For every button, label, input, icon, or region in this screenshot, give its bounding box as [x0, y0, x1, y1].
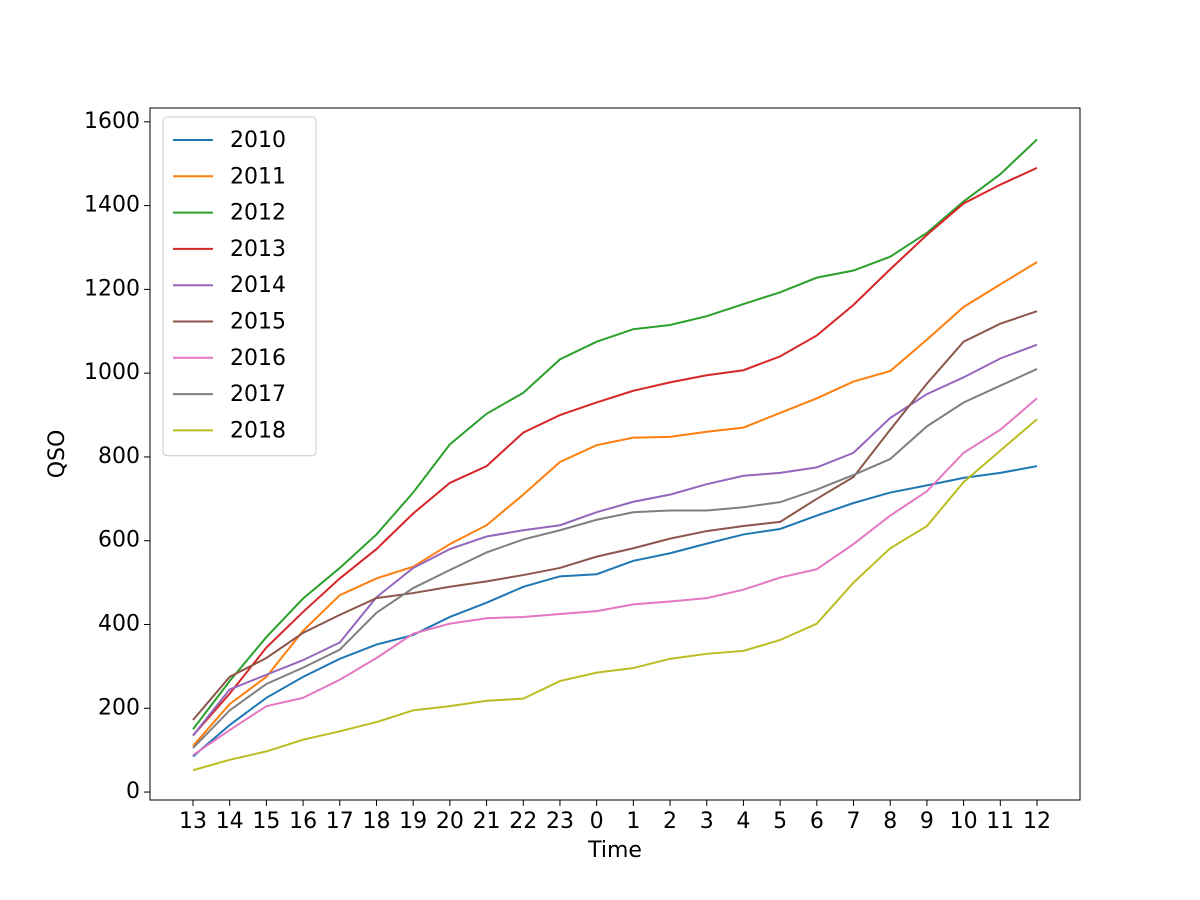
legend-label: 2010: [230, 128, 286, 153]
x-tick-label: 3: [700, 809, 714, 834]
x-tick-label: 15: [252, 809, 280, 834]
series-line: [192, 166, 1038, 737]
series-line: [192, 261, 1038, 747]
series-line: [192, 138, 1038, 730]
legend-label: 2014: [230, 273, 286, 298]
x-tick-label: 10: [950, 809, 978, 834]
y-tick-label: 1600: [84, 109, 140, 134]
y-tick-label: 400: [98, 611, 140, 636]
y-tick-label: 1400: [84, 193, 140, 218]
y-tick-label: 1000: [84, 360, 140, 385]
x-tick-label: 20: [436, 809, 464, 834]
x-tick-label: 11: [986, 809, 1014, 834]
x-tick-label: 7: [847, 809, 861, 834]
legend-label: 2011: [230, 164, 286, 189]
x-tick-label: 21: [473, 809, 501, 834]
x-tick-label: 2: [663, 809, 677, 834]
x-tick-label: 22: [509, 809, 537, 834]
x-tick-label: 16: [289, 809, 317, 834]
legend-label: 2013: [230, 237, 286, 262]
y-tick-label: 800: [98, 444, 140, 469]
x-tick-label: 17: [326, 809, 354, 834]
legend-label: 2012: [230, 201, 286, 226]
x-tick-label: 19: [399, 809, 427, 834]
series-line: [192, 465, 1038, 758]
x-tick-label: 12: [1023, 809, 1051, 834]
x-tick-label: 0: [590, 809, 604, 834]
x-tick-label: 18: [362, 809, 390, 834]
x-tick-label: 23: [546, 809, 574, 834]
legend-label: 2015: [230, 310, 286, 335]
x-tick-label: 4: [736, 809, 750, 834]
series-line: [192, 310, 1038, 721]
x-tick-label: 13: [179, 809, 207, 834]
legend-label: 2018: [230, 418, 286, 443]
series-line: [192, 418, 1038, 772]
plot-frame: [149, 107, 1081, 801]
x-tick-label: 14: [216, 809, 244, 834]
series-line: [192, 343, 1038, 737]
y-tick-label: 600: [98, 528, 140, 553]
legend-label: 2017: [230, 382, 286, 407]
series-line: [192, 368, 1038, 749]
x-tick-label: 1: [626, 809, 640, 834]
x-axis-label: Time: [587, 838, 642, 863]
legend-label: 2016: [230, 346, 286, 371]
series-line: [192, 397, 1038, 757]
x-tick-label: 8: [883, 809, 897, 834]
y-axis-label: QSO: [45, 430, 70, 479]
legend-box: [162, 116, 317, 457]
y-tick-label: 0: [126, 779, 140, 804]
y-tick-label: 1200: [84, 276, 140, 301]
x-tick-label: 9: [920, 809, 934, 834]
x-tick-label: 6: [810, 809, 824, 834]
x-tick-label: 5: [773, 809, 787, 834]
y-tick-label: 200: [98, 695, 140, 720]
